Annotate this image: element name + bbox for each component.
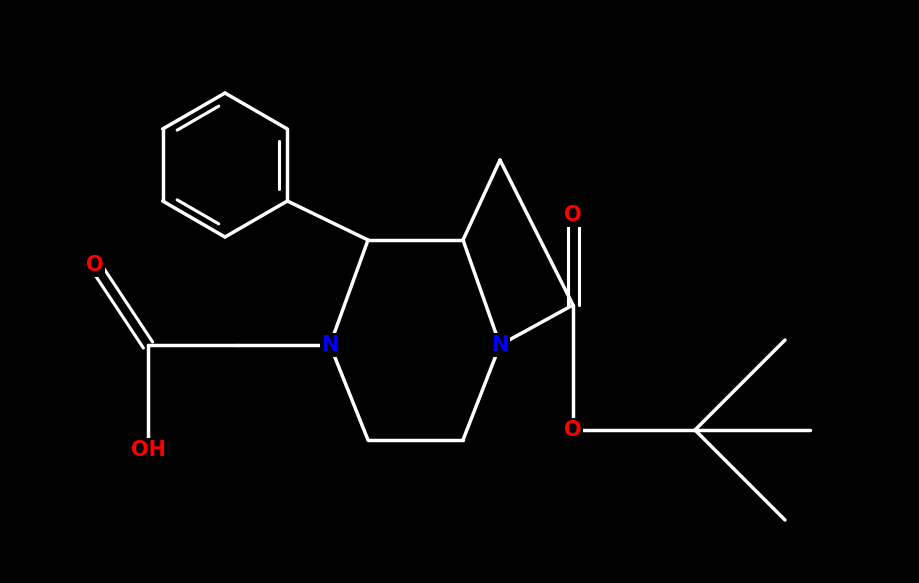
Text: OH: OH bbox=[130, 440, 165, 460]
Text: N: N bbox=[492, 335, 509, 355]
Text: O: O bbox=[86, 255, 104, 275]
Text: N: N bbox=[322, 335, 339, 355]
Text: O: O bbox=[564, 205, 582, 225]
Text: O: O bbox=[564, 420, 582, 440]
